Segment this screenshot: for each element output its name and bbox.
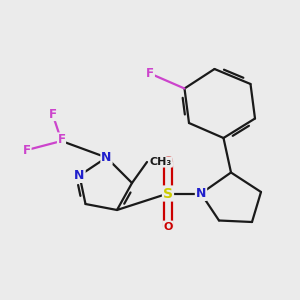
Text: N: N <box>101 151 112 164</box>
Text: F: F <box>49 107 56 121</box>
Text: N: N <box>74 169 85 182</box>
Text: F: F <box>58 133 65 146</box>
Text: S: S <box>163 187 173 200</box>
Text: O: O <box>163 221 173 232</box>
Text: F: F <box>23 143 31 157</box>
Text: O: O <box>163 155 173 166</box>
Text: CH₃: CH₃ <box>150 157 172 167</box>
Text: N: N <box>196 187 206 200</box>
Text: F: F <box>146 67 154 80</box>
